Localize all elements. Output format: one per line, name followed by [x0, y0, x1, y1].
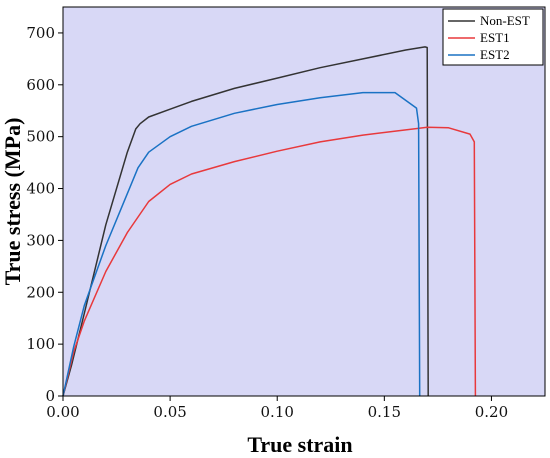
y-tick-label: 0	[45, 387, 55, 405]
y-tick-label: 600	[26, 76, 55, 94]
y-tick-label: 500	[26, 128, 55, 146]
legend-label-est2: EST2	[480, 47, 510, 62]
y-tick-label: 400	[26, 180, 55, 198]
y-tick-label: 700	[26, 24, 55, 42]
y-tick-label: 200	[26, 283, 55, 301]
x-axis: 0.00 0.05 0.10 0.15 0.20	[46, 396, 508, 421]
x-tick-label: 0.00	[46, 403, 79, 421]
y-axis: 0 100 200 300 400 500 600 700	[26, 24, 63, 405]
series-line-est1	[62, 126, 477, 397]
x-axis-title: True strain	[247, 432, 352, 457]
legend: Non-EST EST1 EST2	[442, 8, 544, 66]
x-tick-label: 0.20	[475, 403, 508, 421]
x-tick-label: 0.05	[153, 403, 186, 421]
y-axis-title: True stress (MPa)	[0, 118, 25, 286]
x-tick-label: 0.15	[368, 403, 401, 421]
y-tick-label: 300	[26, 231, 55, 249]
legend-label-non-est: Non-EST	[480, 13, 530, 28]
y-tick-label: 100	[26, 335, 55, 353]
series-line-non-est	[62, 46, 429, 397]
legend-label-est1: EST1	[480, 30, 510, 45]
plot-frame	[62, 6, 546, 397]
series-line-est2	[62, 91, 421, 397]
x-tick-label: 0.10	[261, 403, 294, 421]
series-lines	[62, 46, 477, 397]
